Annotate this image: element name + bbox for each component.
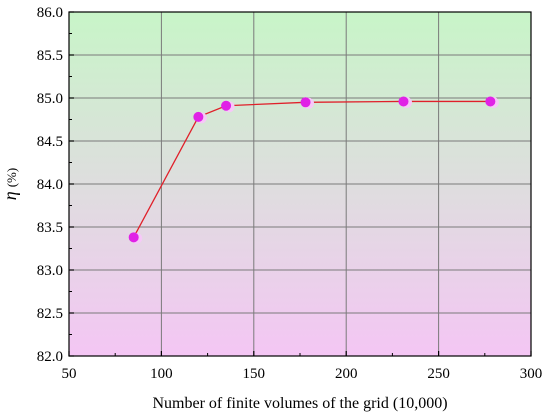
y-axis-title-unit: (%) <box>4 168 19 188</box>
axis-ticks: 50 100 150 200 250 300 82.0 82.5 83.0 83.5 84.0 84.… <box>37 5 543 382</box>
series-line <box>133 100 491 238</box>
data-point <box>398 96 409 107</box>
x-tick-label: 300 <box>520 366 543 382</box>
data-point <box>193 111 204 122</box>
x-tick-label: 150 <box>243 366 266 382</box>
y-tick-label: 82.0 <box>37 349 63 365</box>
x-axis-title: Number of finite volumes of the grid (10… <box>152 395 447 412</box>
x-tick-label: 250 <box>427 366 450 382</box>
y-axis-title-symbol: η <box>0 191 20 200</box>
y-tick-label: 84.5 <box>37 134 63 150</box>
data-point <box>300 97 311 108</box>
y-tick-label: 84.0 <box>37 177 63 193</box>
y-tick-label: 83.5 <box>37 220 63 236</box>
x-tick-label: 200 <box>335 366 358 382</box>
data-point <box>128 232 139 243</box>
y-tick-label: 85.5 <box>37 48 63 64</box>
y-tick-label: 86.0 <box>37 5 63 21</box>
y-tick-label: 82.5 <box>37 306 63 322</box>
grid-lines <box>69 12 531 356</box>
data-point <box>221 100 232 111</box>
x-tick-label: 50 <box>62 366 77 382</box>
y-axis-title: η (%) <box>0 168 20 200</box>
data-series <box>128 96 499 244</box>
x-tick-label: 100 <box>150 366 173 382</box>
data-point <box>485 96 496 107</box>
y-tick-label: 83.0 <box>37 263 63 279</box>
y-tick-label: 85.0 <box>37 91 63 107</box>
